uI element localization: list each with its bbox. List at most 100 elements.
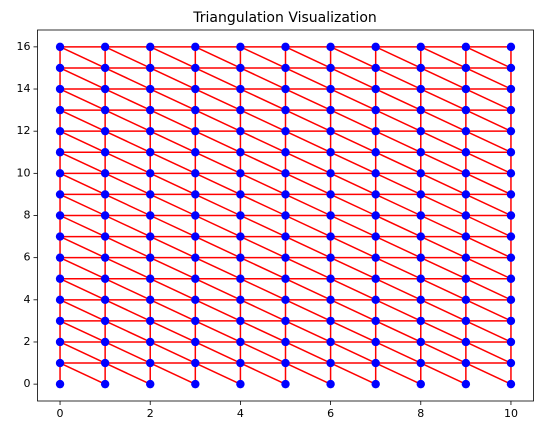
mesh-edge	[149, 151, 196, 175]
point	[461, 337, 471, 347]
point	[506, 316, 516, 326]
point	[326, 274, 335, 283]
mesh-edge	[465, 256, 512, 280]
mesh-edge	[465, 214, 512, 238]
mesh-edge	[59, 235, 106, 259]
point	[100, 358, 110, 368]
point	[371, 126, 380, 136]
point	[191, 337, 200, 347]
point	[461, 274, 471, 283]
point	[236, 84, 245, 94]
mesh-edge	[285, 256, 331, 280]
mesh-edge	[149, 362, 196, 385]
point	[461, 169, 471, 178]
point	[55, 379, 65, 389]
mesh-edge	[375, 130, 422, 153]
point	[416, 316, 425, 326]
mesh-edge	[195, 362, 241, 385]
mesh-edge	[285, 235, 331, 259]
mesh-edge	[420, 214, 467, 238]
mesh-edge	[375, 235, 422, 259]
point	[416, 148, 425, 157]
mesh-edge	[420, 46, 467, 69]
point	[371, 84, 380, 94]
mesh-edge	[240, 214, 286, 238]
mesh-edge	[195, 214, 241, 238]
mesh-edge	[420, 235, 467, 259]
mesh-edge	[330, 320, 376, 343]
y-tick-label: 10	[17, 166, 31, 179]
y-tick-label: 0	[24, 377, 31, 390]
point	[191, 211, 200, 220]
point	[326, 253, 335, 262]
point	[416, 169, 425, 178]
mesh-edge	[240, 88, 286, 111]
point	[326, 148, 335, 157]
point	[281, 253, 290, 262]
point	[506, 253, 516, 262]
point	[191, 274, 200, 283]
point	[416, 274, 425, 283]
mesh-edge	[330, 362, 376, 385]
mesh-edge	[149, 235, 196, 259]
mesh-edge	[465, 109, 512, 132]
mesh-edge	[149, 88, 196, 111]
mesh-edge	[195, 109, 241, 132]
point	[55, 126, 65, 136]
mesh-edge	[59, 341, 106, 364]
point	[416, 105, 425, 115]
mesh-edge	[285, 151, 331, 175]
mesh-edge	[375, 172, 422, 196]
mesh-edge	[59, 193, 106, 217]
point	[191, 148, 200, 157]
point	[506, 42, 516, 52]
point	[236, 105, 245, 115]
point	[236, 316, 245, 326]
mesh-edge	[285, 172, 331, 196]
point	[281, 379, 290, 389]
mesh-edge	[240, 235, 286, 259]
mesh-edge	[59, 109, 106, 132]
mesh-edge	[195, 88, 241, 111]
point	[55, 232, 65, 241]
mesh-edge	[330, 256, 376, 280]
mesh-edge	[285, 341, 331, 364]
point	[506, 105, 516, 115]
mesh-edge	[59, 130, 106, 153]
mesh-edge	[375, 256, 422, 280]
y-tick-label: 8	[24, 209, 31, 222]
point	[371, 253, 380, 262]
point	[281, 190, 290, 199]
mesh-edge	[149, 299, 196, 322]
mesh-edge	[420, 362, 467, 385]
mesh-edge	[465, 193, 512, 217]
point	[236, 379, 245, 389]
point	[416, 253, 425, 262]
mesh-edge	[59, 320, 106, 343]
mesh-edge	[149, 67, 196, 90]
mesh-edge	[240, 362, 286, 385]
point	[100, 126, 110, 136]
point	[326, 84, 335, 94]
point	[191, 126, 200, 136]
point	[146, 148, 155, 157]
mesh-edge	[420, 67, 467, 90]
point	[55, 253, 65, 262]
mesh-edge	[465, 151, 512, 175]
mesh-edge	[375, 109, 422, 132]
point	[100, 274, 110, 283]
point	[371, 316, 380, 326]
point	[191, 316, 200, 326]
mesh-edge	[330, 278, 376, 301]
point	[146, 274, 155, 283]
point	[326, 316, 335, 326]
point	[461, 42, 471, 52]
point	[461, 84, 471, 94]
mesh-edge	[59, 46, 106, 69]
mesh-edge	[330, 193, 376, 217]
point	[55, 148, 65, 157]
mesh-edge	[149, 320, 196, 343]
mesh-edge	[375, 193, 422, 217]
mesh-edge	[59, 88, 106, 111]
point	[100, 337, 110, 347]
